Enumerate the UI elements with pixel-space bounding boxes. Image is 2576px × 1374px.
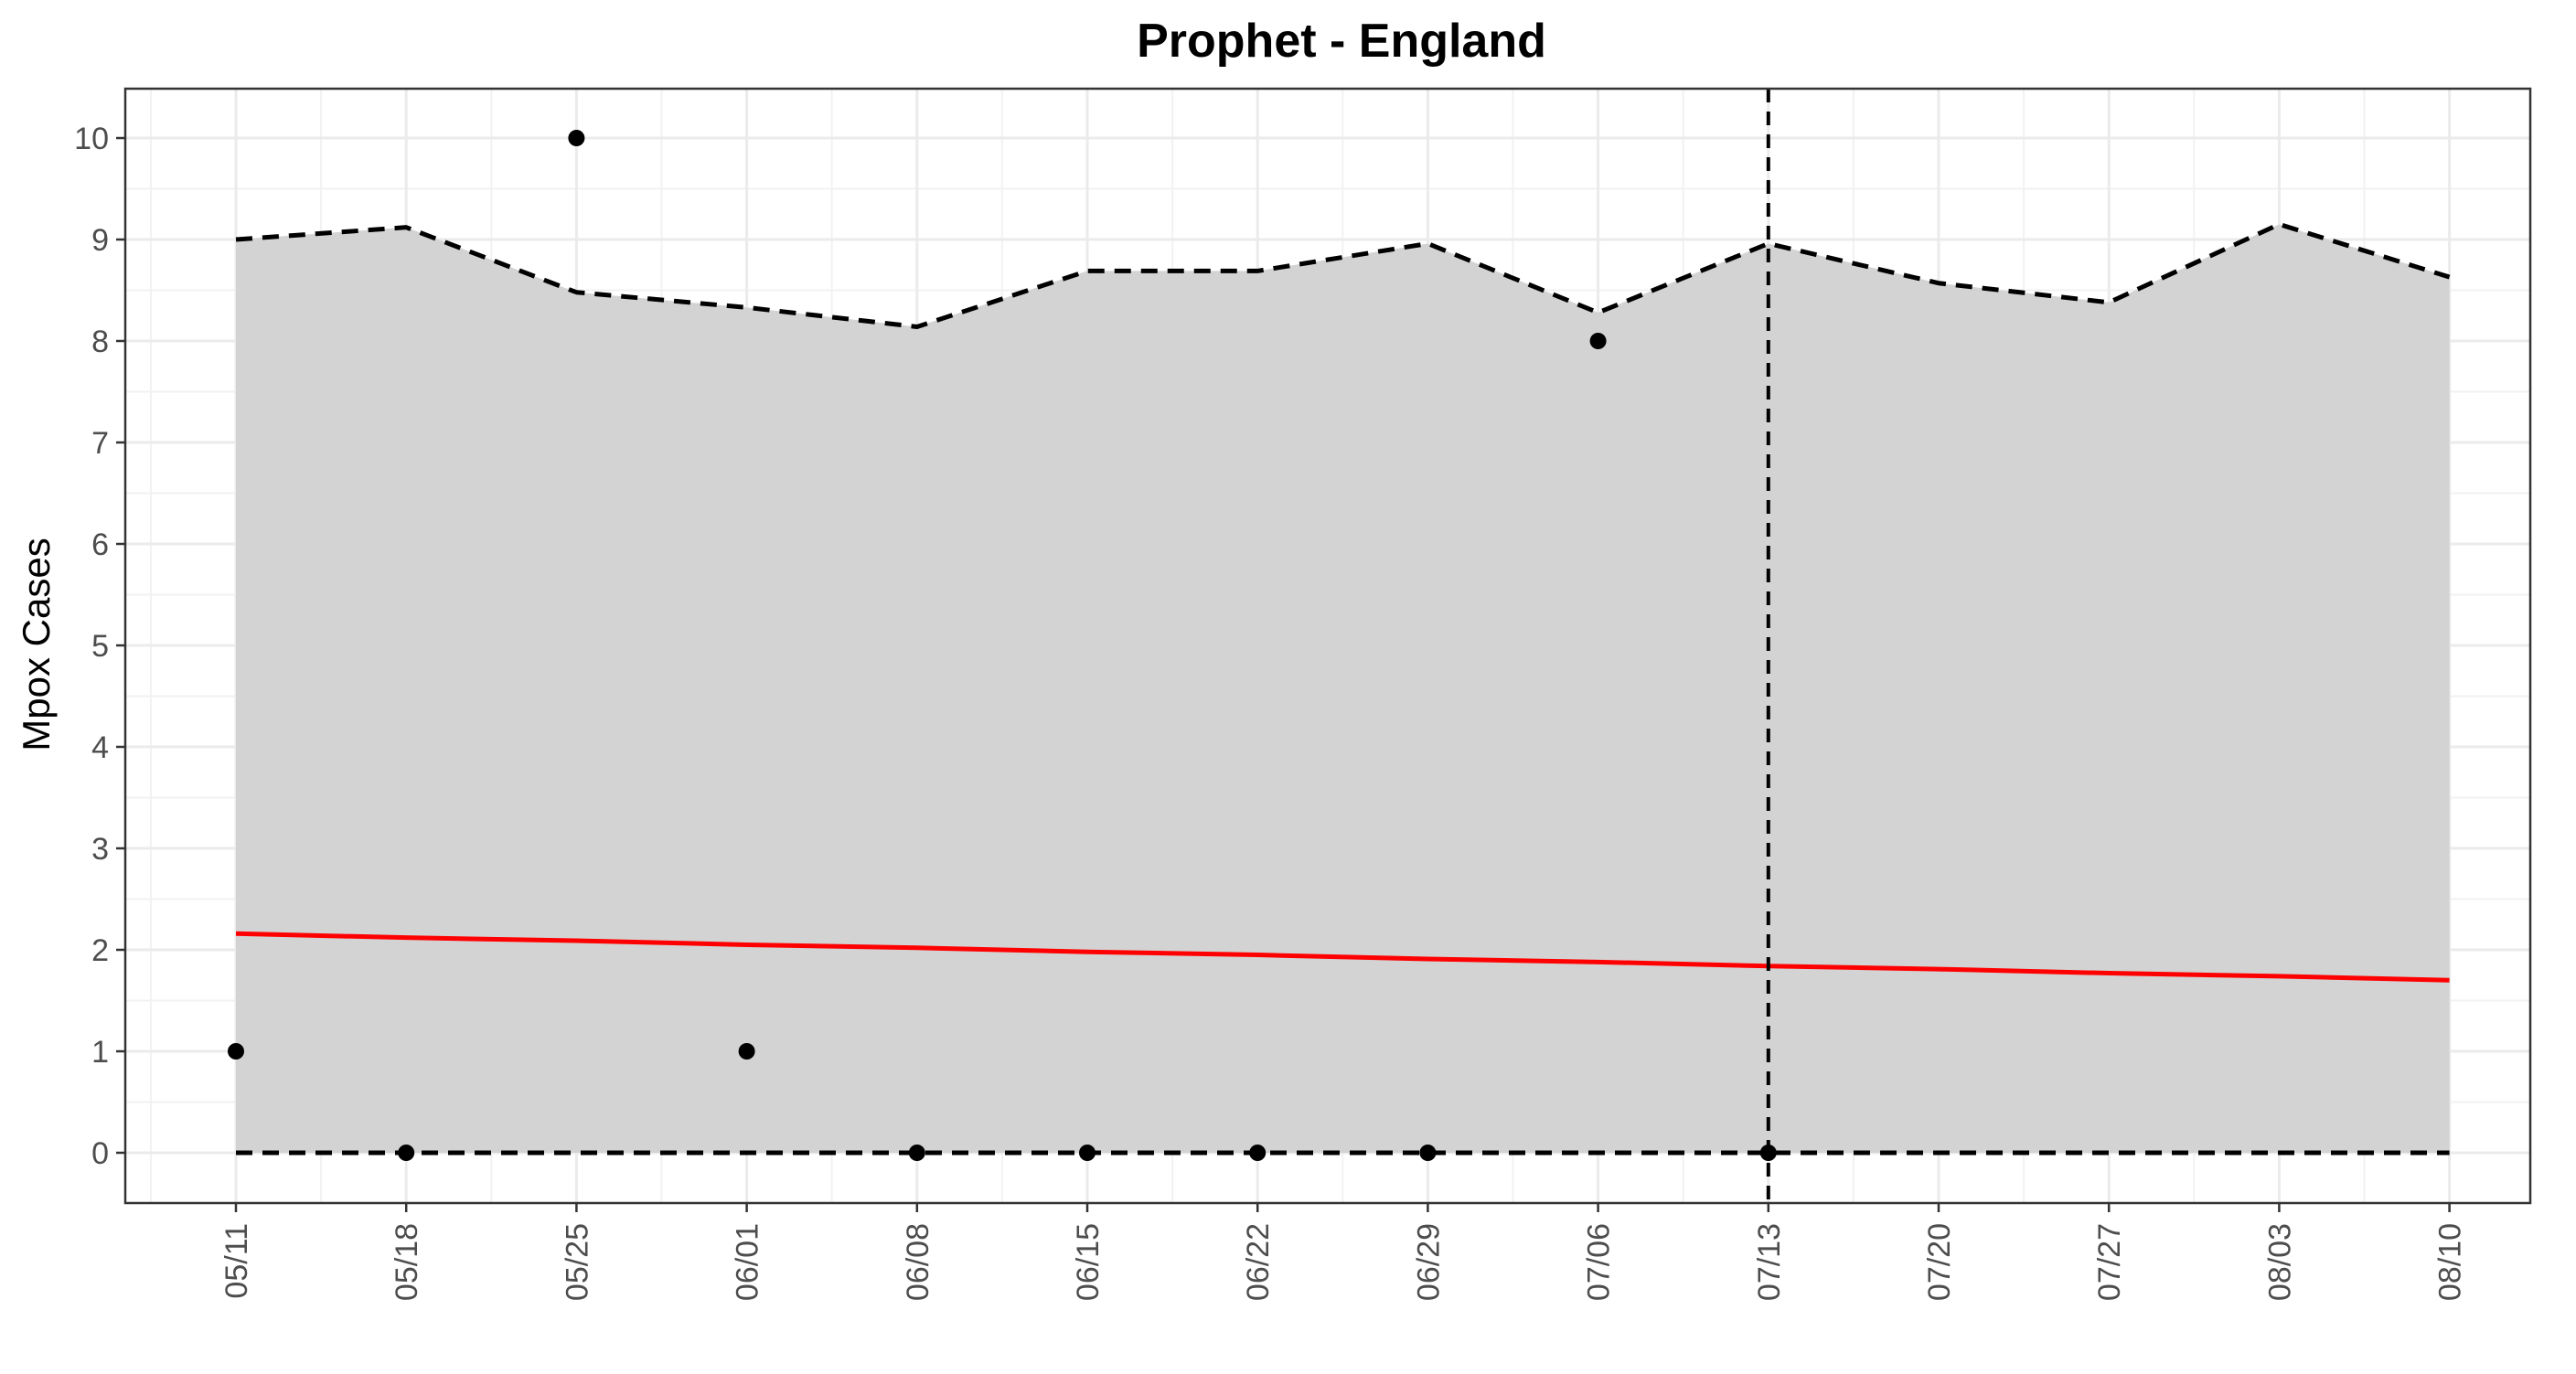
prediction-interval-ribbon xyxy=(236,224,2450,1154)
observed-point-06-15 xyxy=(1079,1145,1096,1161)
observed-point-06-29 xyxy=(1419,1145,1437,1161)
y-tick-label-10: 10 xyxy=(74,122,109,156)
observed-point-05-18 xyxy=(398,1145,415,1161)
x-tick-label-05-11: 05/11 xyxy=(219,1223,254,1299)
x-tick-label-06-01: 06/01 xyxy=(731,1223,765,1301)
x-tick-label-06-22: 06/22 xyxy=(1241,1223,1276,1301)
forecast-line xyxy=(235,931,2450,983)
observed-point-05-25 xyxy=(568,130,585,146)
observed-point-07-06 xyxy=(1589,333,1607,349)
chart-title: Prophet - England xyxy=(1137,15,1546,68)
observed-point-06-01 xyxy=(738,1043,755,1060)
x-tick-label-06-29: 06/29 xyxy=(1411,1223,1446,1301)
y-tick-label-0: 0 xyxy=(91,1136,109,1171)
y-axis-label: Mpox Cases xyxy=(15,538,58,751)
x-tick-label-07-27: 07/27 xyxy=(2092,1223,2127,1301)
x-tick-label-06-15: 06/15 xyxy=(1071,1223,1106,1301)
x-tick-label-07-06: 07/06 xyxy=(1582,1223,1617,1301)
x-tick-label-06-08: 06/08 xyxy=(901,1223,935,1301)
observed-point-06-08 xyxy=(908,1145,925,1161)
y-tick-label-9: 9 xyxy=(91,223,109,258)
x-tick-label-05-18: 05/18 xyxy=(390,1223,424,1301)
observed-point-07-13 xyxy=(1759,1145,1777,1161)
y-tick-label-6: 6 xyxy=(91,527,109,562)
x-tick-label-08-03: 08/03 xyxy=(2262,1223,2297,1301)
y-tick-label-2: 2 xyxy=(91,933,109,968)
y-tick-label-7: 7 xyxy=(91,426,109,461)
y-tick-label-8: 8 xyxy=(91,325,109,359)
y-tick-label-3: 3 xyxy=(91,832,109,867)
observed-point-05-11 xyxy=(228,1043,244,1060)
upper-interval-line xyxy=(235,221,2451,329)
observed-point-06-22 xyxy=(1249,1145,1267,1161)
x-tick-label-07-20: 07/20 xyxy=(1922,1223,1957,1301)
x-tick-label-07-13: 07/13 xyxy=(1752,1223,1787,1301)
y-tick-label-4: 4 xyxy=(91,730,109,765)
y-tick-label-1: 1 xyxy=(91,1035,109,1070)
x-tick-label-05-25: 05/25 xyxy=(560,1223,594,1301)
x-tick-label-08-10: 08/10 xyxy=(2433,1223,2468,1301)
y-tick-label-5: 5 xyxy=(91,629,109,664)
